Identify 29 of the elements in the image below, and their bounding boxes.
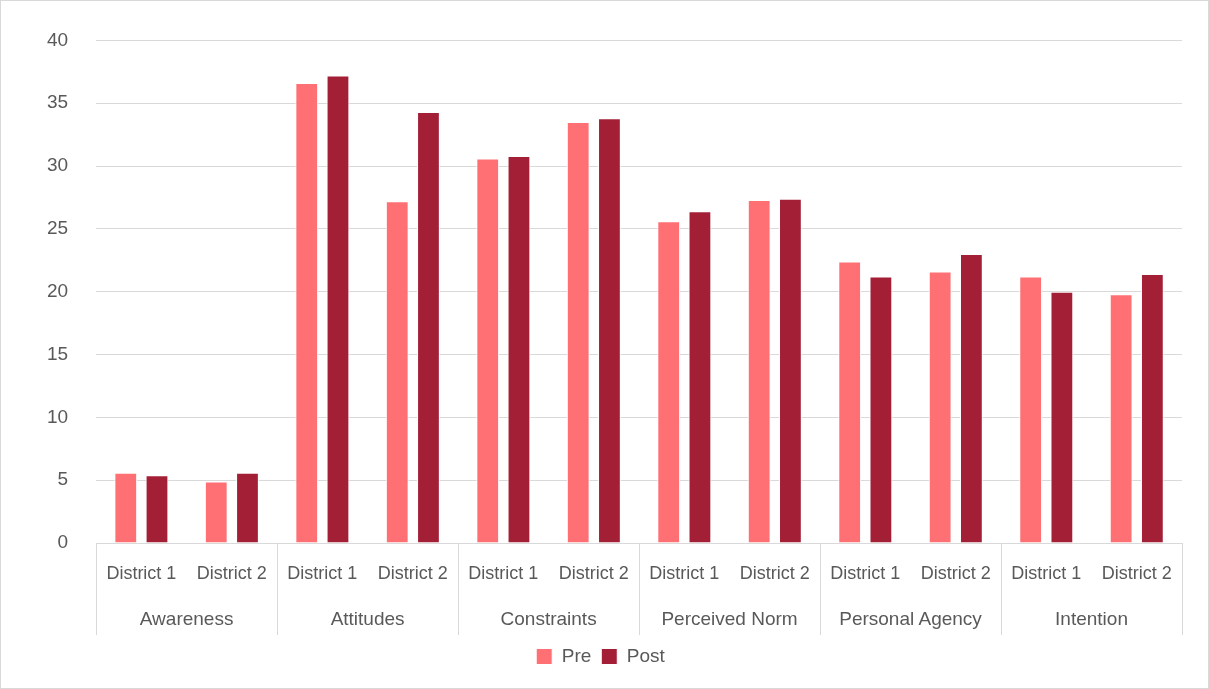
text: Perceived Norm <box>661 608 798 630</box>
y-tick-label: 35 <box>46 91 69 113</box>
y-tick-label: 5 <box>57 468 69 490</box>
x-tick-label: District 1 <box>468 562 539 583</box>
y-tick-label: 0 <box>57 531 69 553</box>
x-tick-label: District 2 <box>1101 562 1172 583</box>
text: Personal Agency <box>839 608 983 630</box>
y-tick-label: 10 <box>46 405 69 427</box>
x-tick-label: District 1 <box>287 562 358 583</box>
text: Constraints <box>500 608 597 630</box>
text: Attitudes <box>330 608 405 630</box>
y-tick-label: 40 <box>46 28 69 50</box>
y-tick-label: 20 <box>46 279 69 301</box>
x-tick-label: District 1 <box>830 562 901 583</box>
legend-label: Post <box>626 644 666 666</box>
x-tick-label: District 2 <box>377 562 448 583</box>
x-tick-label: District 1 <box>649 562 720 583</box>
x-tick-label: District 1 <box>1011 562 1082 583</box>
x-tick-label: District 2 <box>739 562 810 583</box>
x-tick-label: District 2 <box>920 562 991 583</box>
y-tick-label: 15 <box>46 342 69 364</box>
text: Awareness <box>139 608 234 630</box>
y-tick-label: 25 <box>46 217 69 239</box>
x-tick-label: District 2 <box>196 562 267 583</box>
text: Intention <box>1055 608 1128 630</box>
legend-label: Pre <box>561 644 592 666</box>
x-tick-label: District 1 <box>106 562 177 583</box>
x-tick-label: District 2 <box>558 562 629 583</box>
y-tick-label: 30 <box>46 154 69 176</box>
